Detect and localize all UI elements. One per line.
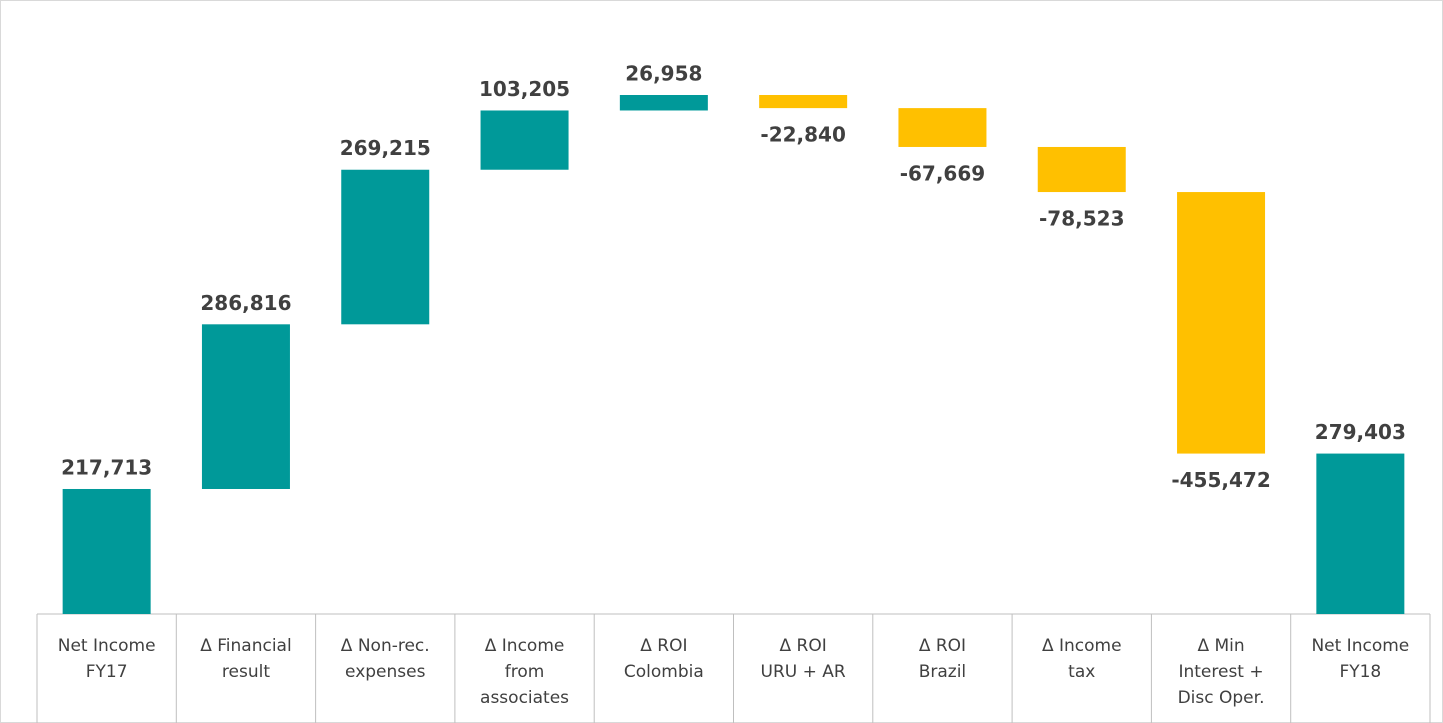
- x-tick-label: Δ ROI Brazil: [919, 636, 966, 682]
- value-label: 269,215: [340, 136, 431, 160]
- bar: [480, 110, 569, 170]
- bar: [62, 488, 151, 614]
- value-label: 217,713: [61, 455, 152, 479]
- value-label: -22,840: [760, 123, 845, 147]
- bar: [341, 169, 430, 325]
- x-tick-label: Δ ROI Colombia: [624, 636, 704, 682]
- bar: [898, 108, 987, 147]
- x-tick-label: Δ Income from associates: [480, 636, 569, 708]
- value-label: 103,205: [479, 77, 570, 101]
- value-label: 279,403: [1315, 420, 1406, 444]
- bar: [1177, 192, 1266, 454]
- x-tick-label: Δ Min Interest + Disc Oper.: [1178, 636, 1265, 708]
- bar: [619, 95, 708, 111]
- value-label: -455,472: [1171, 468, 1270, 492]
- bar: [1316, 453, 1405, 614]
- x-tick-label: Δ Financial result: [200, 636, 291, 682]
- x-tick-label: Net Income FY17: [58, 636, 156, 682]
- bar: [201, 324, 290, 489]
- value-label: -78,523: [1039, 207, 1124, 231]
- x-tick-label: Δ Non-rec. expenses: [341, 636, 430, 682]
- value-label: 26,958: [625, 62, 702, 86]
- x-tick-label: Δ ROI URU + AR: [761, 636, 846, 682]
- x-tick-label: Δ Income tax: [1042, 636, 1122, 682]
- x-tick-label: Net Income FY18: [1311, 636, 1409, 682]
- bar: [1037, 146, 1126, 193]
- value-label: -67,669: [900, 161, 985, 185]
- bar: [759, 95, 848, 109]
- value-label: 286,816: [200, 291, 291, 315]
